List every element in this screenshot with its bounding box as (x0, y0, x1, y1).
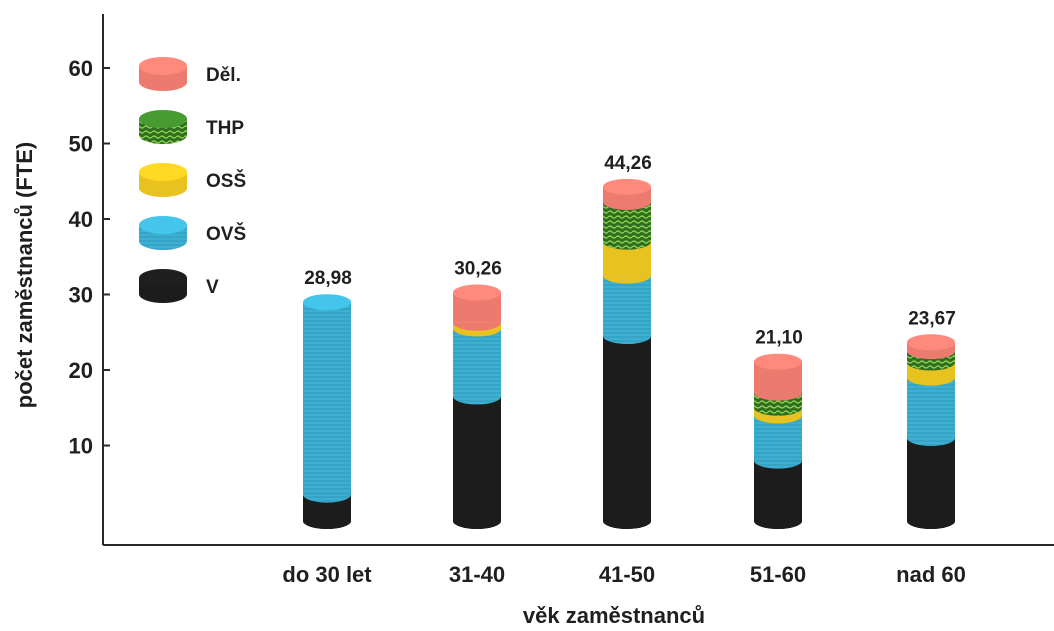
bar-segment-OVŠ (603, 275, 651, 345)
bar-segment-curve (303, 494, 351, 503)
bar-segment-body (303, 302, 351, 495)
bar-stack (754, 353, 802, 529)
y-tick-label: 50 (69, 132, 93, 157)
bar-top-cap (603, 178, 651, 195)
total-label: 28,98 (304, 268, 352, 289)
bar-segment-curve (754, 521, 802, 529)
bar-segment-curve (603, 336, 651, 345)
bar-segment-curve (754, 407, 802, 416)
bar-top-cap (754, 353, 802, 370)
bar-segment-V (603, 336, 651, 529)
legend-swatch-top (139, 57, 187, 75)
x-tick-label: do 30 let (282, 562, 372, 587)
legend-item: OSŠ (139, 163, 246, 197)
legend-label: OVŠ (206, 223, 246, 245)
legend-label: Děl. (206, 65, 241, 86)
y-tick-label: 60 (69, 56, 93, 81)
legend: Děl. THP OSŠ OVŠ V (139, 57, 246, 303)
bar-segment-curve (303, 521, 351, 529)
bar-segment-curve (754, 415, 802, 424)
bar-segment-curve (754, 392, 802, 401)
bar-segment-curve (754, 460, 802, 469)
bar-segment-curve (907, 521, 955, 529)
bar-segment-curve (907, 437, 955, 446)
y-axis-title: počet zaměstnanců (FTE) (12, 142, 37, 408)
axes (102, 14, 1054, 546)
legend-swatch-top (139, 163, 187, 181)
legend-label: THP (206, 118, 244, 139)
y-tick-label: 30 (69, 283, 93, 308)
y-tick-label: 20 (69, 358, 93, 383)
bar-segment-body (453, 328, 501, 397)
bar-segment-OVŠ (754, 415, 802, 469)
legend-label: V (206, 277, 219, 298)
total-label: 21,10 (755, 328, 803, 349)
bar-segment-body (907, 437, 955, 521)
bar-stack (907, 334, 955, 529)
bar-segment-OVŠ (907, 377, 955, 446)
bar-segment-curve (603, 201, 651, 210)
legend-swatch-bottom (139, 232, 187, 250)
bar-segment-OVŠ (453, 328, 501, 405)
bar-segment-curve (907, 377, 955, 386)
x-axis-title: věk zaměstnanců (523, 603, 705, 628)
legend-swatch-bottom (139, 126, 187, 144)
bar-segment-curve (907, 362, 955, 371)
bars (303, 178, 955, 529)
bar-segment-body (754, 460, 802, 521)
legend-swatch-top (139, 216, 187, 234)
legend-swatch-top (139, 269, 187, 287)
total-labels: 28,98 30,26 44,26 21,10 23,67 (304, 153, 956, 349)
bar-top-cap (907, 334, 955, 351)
bar-segment-curve (453, 521, 501, 529)
y-ticks: 10 20 30 40 50 60 (69, 56, 110, 459)
bar-segment-OVŠ (303, 302, 351, 503)
x-tick-label: 41-50 (599, 562, 655, 587)
legend-swatch-bottom (139, 179, 187, 197)
bar-segment-curve (907, 351, 955, 360)
bar-segment-V (754, 460, 802, 529)
x-tick-label: 31-40 (449, 562, 505, 587)
bar-segment-curve (603, 275, 651, 284)
legend-item: Děl. (139, 57, 241, 91)
legend-swatch-top (139, 110, 187, 128)
y-tick-label: 10 (69, 434, 93, 459)
bar-segment-curve (603, 241, 651, 250)
legend-item: THP (139, 110, 244, 144)
bar-segment-curve (453, 328, 501, 337)
total-label: 30,26 (454, 259, 502, 280)
bar-segment-curve (603, 521, 651, 529)
bar-stack (303, 294, 351, 529)
legend-swatch-bottom (139, 73, 187, 91)
total-label: 44,26 (604, 153, 652, 174)
x-tick-label: 51-60 (750, 562, 806, 587)
y-tick-label: 40 (69, 207, 93, 232)
bar-segment-body (907, 377, 955, 438)
bar-segment-V (907, 437, 955, 529)
bar-segment-curve (453, 396, 501, 405)
bar-stack (603, 178, 651, 529)
bar-segment-body (603, 275, 651, 337)
bar-top-cap (303, 294, 351, 311)
legend-item: V (139, 269, 219, 303)
bar-segment-body (453, 396, 501, 521)
bar-segment-V (453, 396, 501, 529)
legend-label: OSŠ (206, 170, 246, 192)
bar-segment-body (603, 336, 651, 521)
bar-segment-THP (603, 201, 651, 250)
bar-stack (453, 284, 501, 529)
total-label: 23,67 (908, 308, 956, 329)
bar-segment-curve (453, 322, 501, 331)
bar-top-cap (453, 284, 501, 301)
legend-swatch-bottom (139, 285, 187, 303)
x-tick-label: nad 60 (896, 562, 966, 587)
x-tick-labels: do 30 let 31-40 41-50 51-60 nad 60 (282, 562, 965, 587)
legend-item: OVŠ (139, 216, 246, 250)
